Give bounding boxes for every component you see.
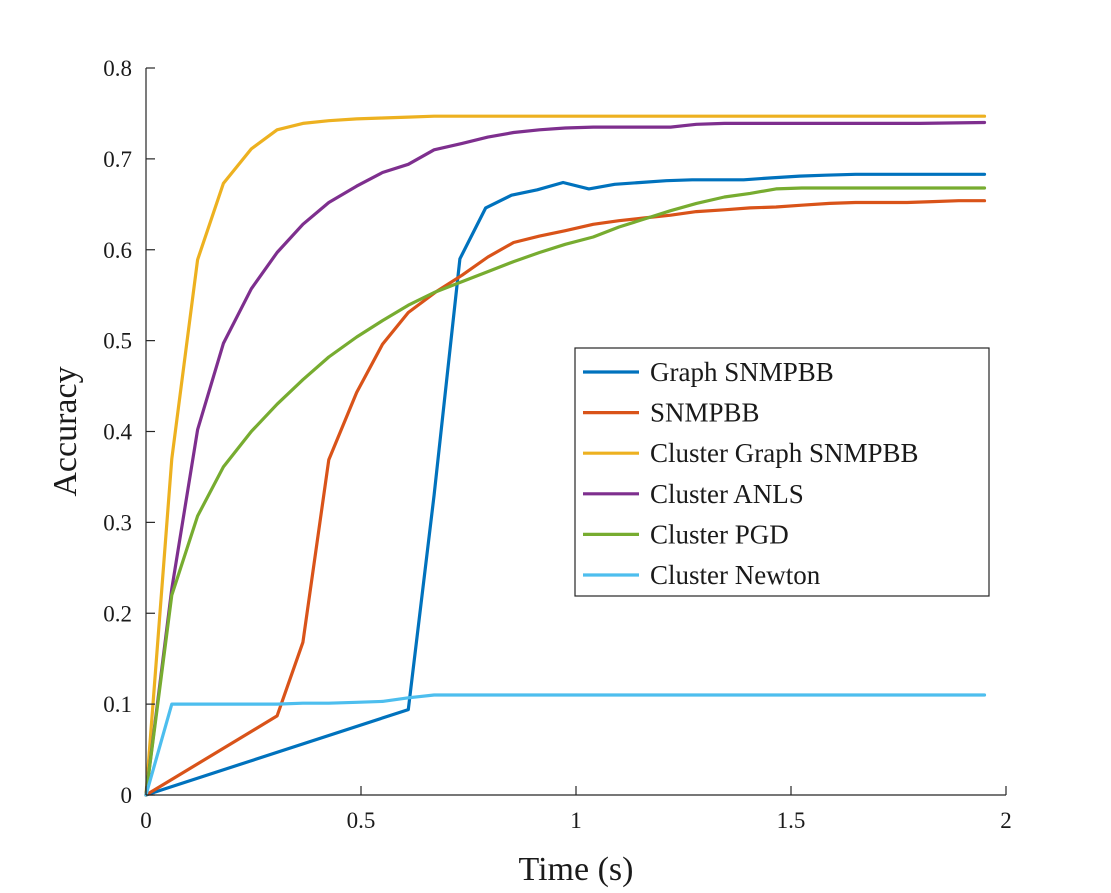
legend-label: Cluster Newton: [650, 560, 821, 590]
x-tick-label: 1.5: [777, 808, 806, 833]
series-line-0: [144, 172, 987, 797]
series-line-5: [144, 693, 987, 797]
y-tick-label: 0.6: [103, 238, 132, 263]
y-tick-label: 0.8: [103, 56, 132, 81]
series-layer: [144, 114, 987, 797]
series-line-4: [144, 186, 987, 797]
legend-label: Graph SNMPBB: [650, 357, 834, 387]
y-tick-label: 0: [121, 783, 133, 808]
x-tick-label: 2: [1000, 808, 1012, 833]
x-tick-label: 0: [140, 808, 152, 833]
legend: Graph SNMPBB SNMPBB Cluster Graph SNMPBB Cl…: [574, 347, 990, 597]
ticks-layer: 0 0.5 1 1.5 2 0 0.1 0.2 0.3 0.4 0.5 0.6 0.7 0.8: [103, 56, 1012, 833]
x-tick-label: 1: [570, 808, 582, 833]
legend-box: [574, 347, 990, 597]
y-tick-label: 0.2: [103, 601, 132, 626]
y-axis-title: Accuracy: [47, 366, 84, 496]
legend-label: Cluster Graph SNMPBB: [650, 438, 919, 468]
x-tick-label: 0.5: [347, 808, 376, 833]
y-tick-label: 0.4: [103, 420, 132, 445]
y-tick-label: 0.5: [103, 329, 132, 354]
series-line-3: [144, 120, 987, 797]
x-axis-title: Time (s): [519, 851, 634, 888]
legend-label: SNMPBB: [650, 398, 760, 428]
y-tick-label: 0.1: [103, 692, 132, 717]
y-tick-label: 0.3: [103, 510, 132, 535]
series-line-2: [144, 114, 987, 797]
legend-label: Cluster ANLS: [650, 479, 804, 509]
series-line-1: [144, 199, 987, 797]
y-tick-label: 0.7: [103, 147, 132, 172]
legend-label: Cluster PGD: [650, 519, 789, 549]
